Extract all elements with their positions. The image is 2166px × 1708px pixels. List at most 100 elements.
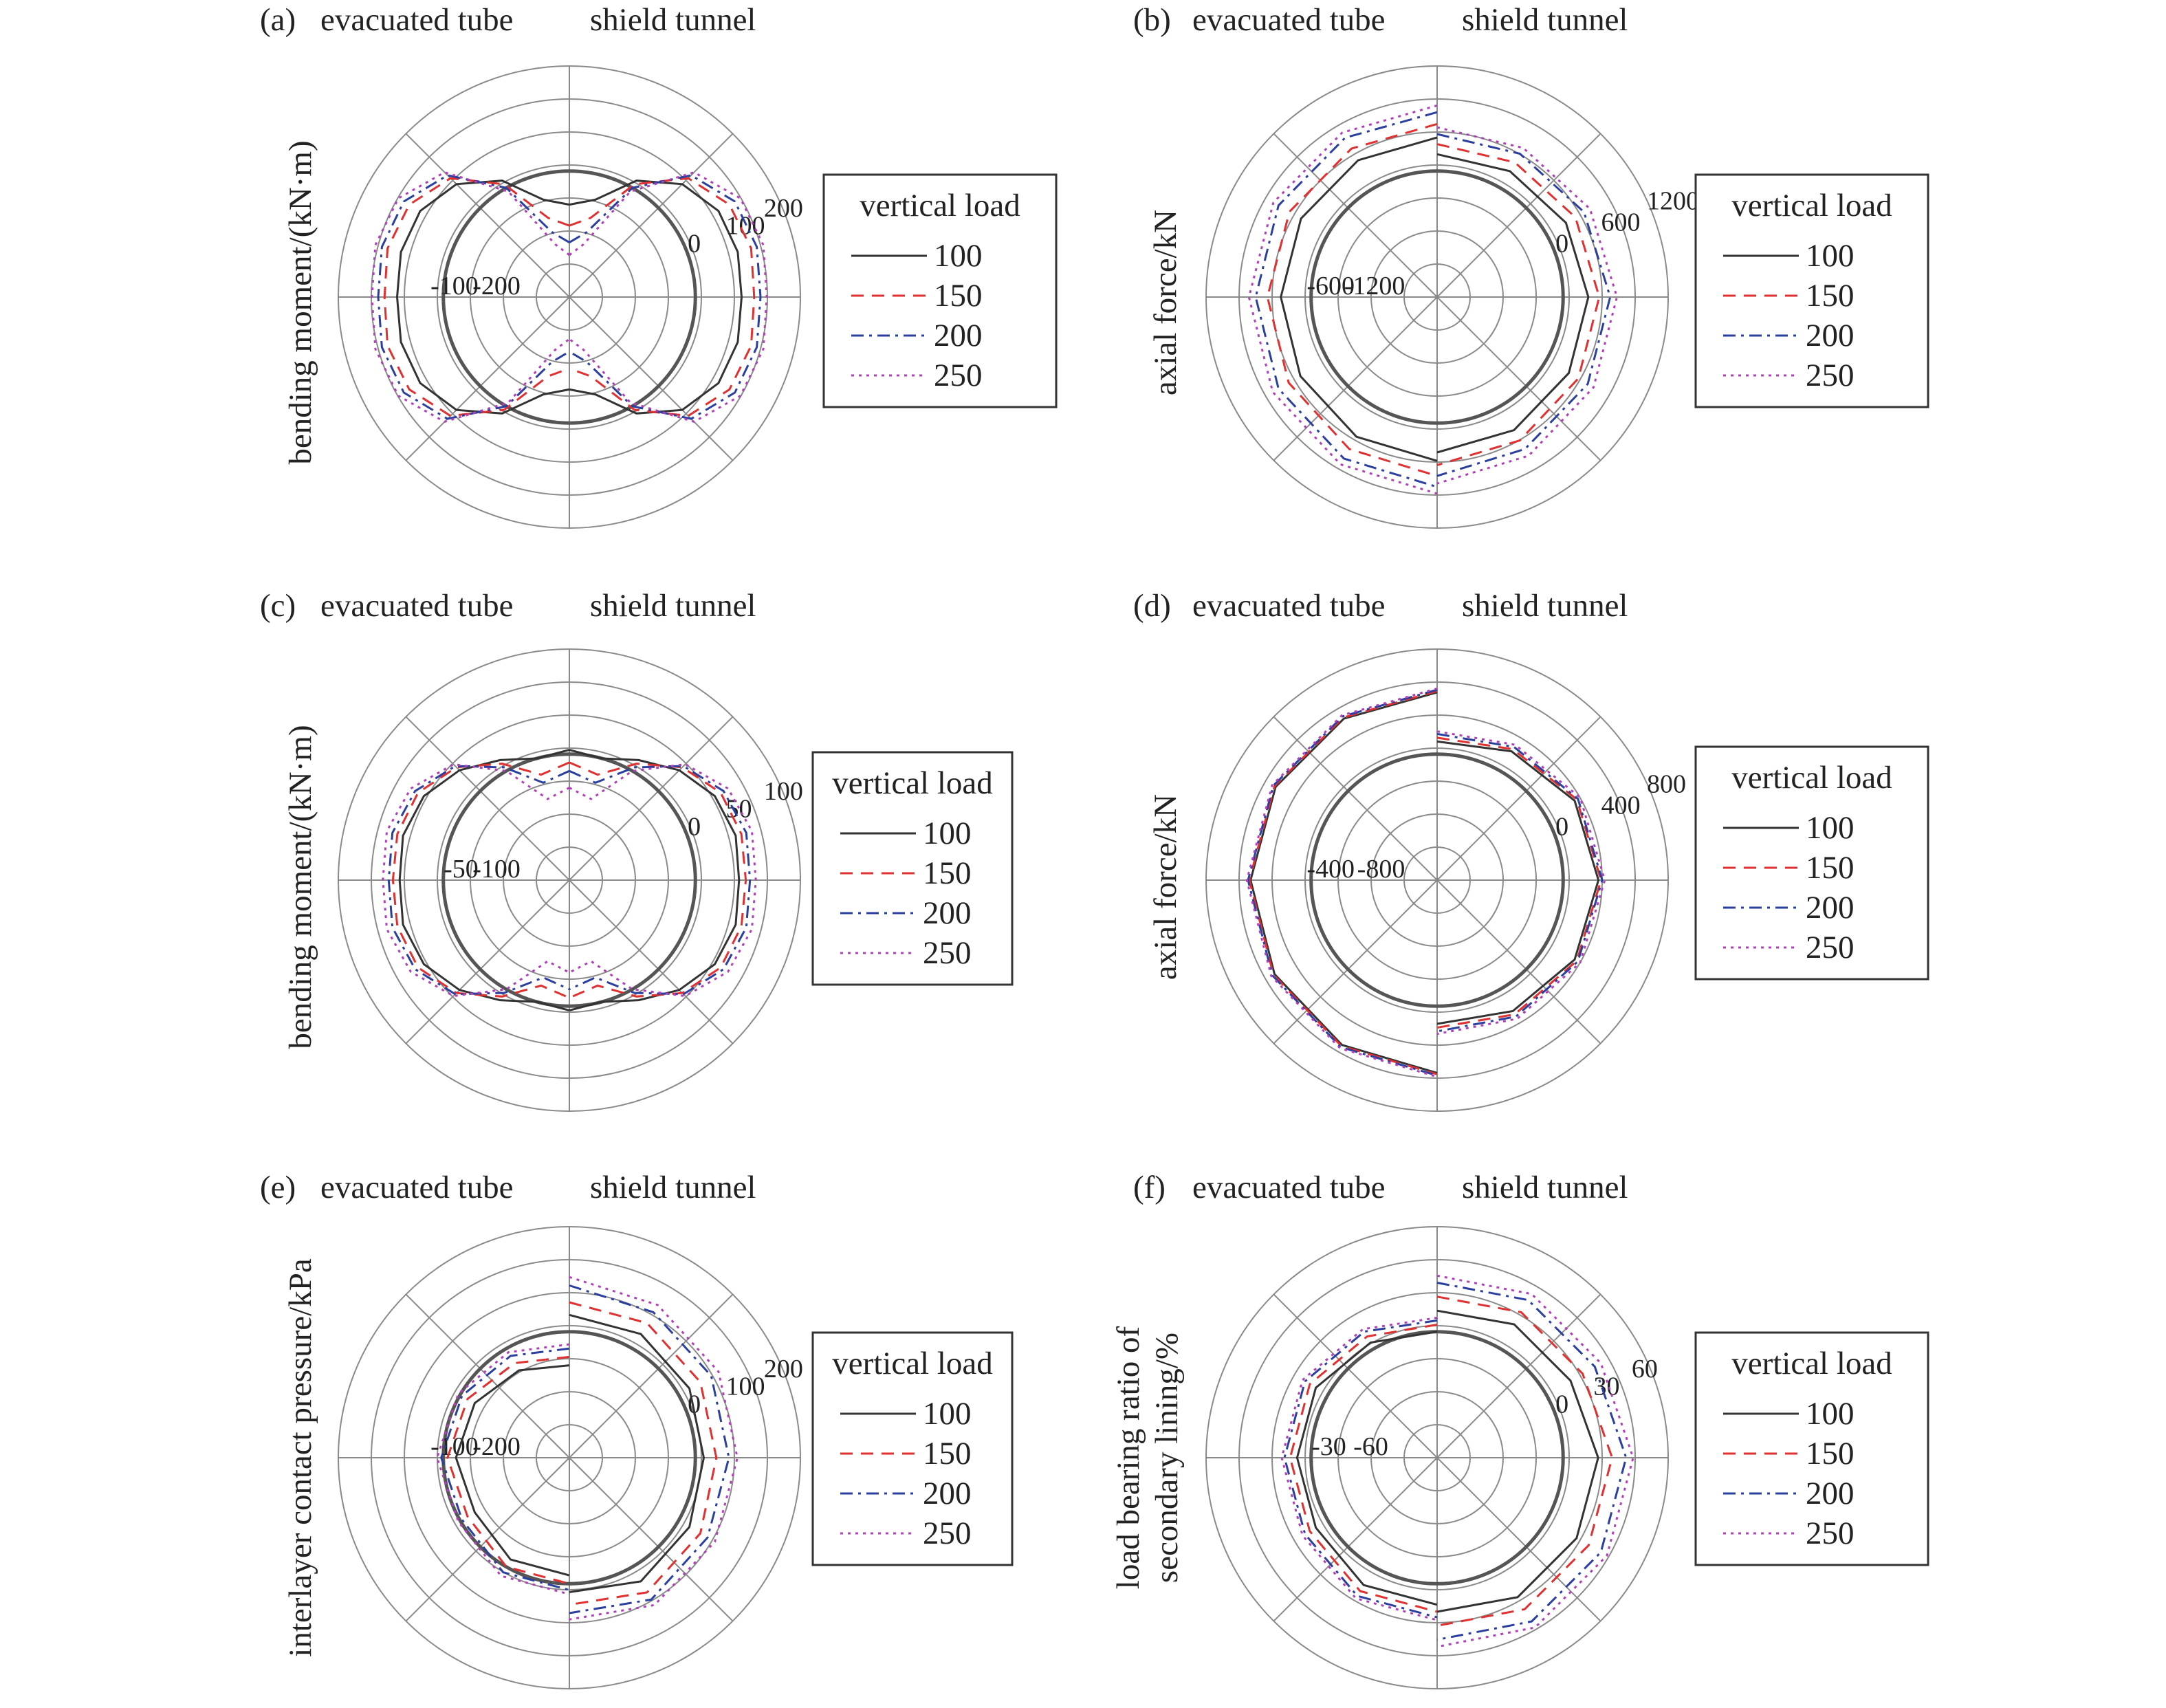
series-250-right-curve — [1436, 730, 1606, 1036]
grid-spoke — [1273, 133, 1438, 298]
series-100-right-curve — [569, 1313, 705, 1593]
legend-label-100: 100 — [923, 1396, 972, 1432]
series-100-left-curve — [398, 749, 570, 1011]
grid-spoke — [1436, 879, 1601, 1044]
series-100-left-curve — [1280, 136, 1438, 462]
panel-d-ylabel: axial force/kN — [1148, 794, 1183, 980]
panel-d-left-side-label: evacuated tube — [1192, 588, 1386, 624]
grid-spoke — [405, 716, 570, 881]
series-150-right-curve — [1436, 143, 1601, 466]
panel-f-ylabel-line-2: secondary lining/% — [1149, 1333, 1185, 1583]
legend-label-250: 250 — [1806, 1515, 1855, 1551]
tick-label: -50 — [444, 855, 479, 884]
series-250-left-curve — [382, 763, 570, 998]
series-200-right-curve — [569, 1284, 730, 1614]
legend-label-200: 200 — [934, 318, 983, 353]
series-200-left-curve — [387, 765, 570, 996]
legend-label-150: 150 — [934, 278, 983, 314]
series-200-left-curve — [377, 174, 570, 420]
legend-label-150: 150 — [923, 855, 972, 891]
tick-label: -800 — [1357, 855, 1405, 884]
panel-c-left-side-label: evacuated tube — [320, 588, 514, 624]
series-250-right-curve — [569, 1275, 739, 1621]
panel-c-ylabel: bending moment/(kN·m) — [283, 725, 318, 1049]
panel-f-left-side-label: evacuated tube — [1192, 1170, 1386, 1205]
panel-a-label: (a) — [260, 2, 296, 38]
panel-b-left-side-label: evacuated tube — [1192, 2, 1386, 38]
panel-e-left-side-label: evacuated tube — [320, 1170, 514, 1205]
panel-f-ylabel-line-1: load bearing ratio of — [1111, 1326, 1146, 1589]
tick-label: -1200 — [1344, 272, 1405, 300]
grid-spoke — [569, 1457, 734, 1622]
tick-label: 200 — [764, 1355, 803, 1383]
grid-spoke — [405, 1457, 570, 1622]
series-150-right-curve — [569, 761, 747, 999]
grid-spoke — [569, 879, 734, 1044]
legend-label-250: 250 — [923, 935, 972, 971]
tick-label: 400 — [1601, 791, 1641, 820]
grid-spoke — [1436, 716, 1601, 881]
legend-label-100: 100 — [1806, 810, 1855, 846]
zero-ring — [1309, 752, 1565, 1008]
grid-spoke — [1273, 1457, 1438, 1622]
series-100-right-curve — [569, 179, 743, 415]
legend-title: vertical load — [1731, 188, 1892, 223]
tick-label: 0 — [1555, 230, 1568, 259]
tick-label: 600 — [1601, 208, 1641, 237]
series-100-right-curve — [1436, 740, 1600, 1025]
series-250-right-curve — [569, 763, 757, 998]
grid-spoke — [569, 1293, 734, 1458]
panel-f-right-side-label: shield tunnel — [1462, 1170, 1628, 1205]
series-100-right-curve — [1436, 1309, 1599, 1613]
grid-spoke — [569, 296, 734, 461]
legend-label-250: 250 — [1806, 358, 1855, 393]
series-200-left-curve — [440, 1347, 570, 1591]
tick-label: 200 — [764, 194, 803, 223]
series-150-left-curve — [1248, 690, 1438, 1075]
series-100-left-curve — [455, 1364, 570, 1577]
tick-label: 0 — [688, 230, 701, 259]
tick-label: -100 — [430, 272, 479, 300]
legend-title: vertical load — [832, 765, 993, 801]
grid-spoke — [1436, 296, 1601, 461]
legend-label-200: 200 — [923, 895, 972, 931]
series-200-right-curve — [1436, 133, 1612, 477]
series-250-left-curve — [436, 1343, 570, 1595]
polar-panel-3: -100-50 0 50 100 vertical load 100 150 200 250 — [338, 648, 1014, 1112]
legend-label-200: 200 — [1806, 1476, 1855, 1511]
panel-b-label: (b) — [1133, 2, 1171, 38]
legend-label-250: 250 — [1806, 930, 1855, 965]
grid-spoke — [405, 296, 570, 461]
grid-spoke — [569, 133, 734, 298]
tick-label: -400 — [1306, 855, 1355, 884]
tick-label: -200 — [472, 272, 521, 300]
legend-label-150: 150 — [1806, 1436, 1855, 1471]
panel-e-label: (e) — [260, 1170, 296, 1205]
series-200-left-curve — [1247, 688, 1438, 1077]
panel-a-ylabel: bending moment/(kN·m) — [283, 140, 318, 464]
grid-spoke — [405, 879, 570, 1044]
series-250-left-curve — [1245, 687, 1438, 1078]
grid-spoke — [405, 133, 570, 298]
series-250-right-curve — [569, 171, 768, 424]
legend-box — [1694, 1331, 1929, 1566]
legend-label-100: 100 — [1806, 238, 1855, 274]
panel-d-right-side-label: shield tunnel — [1462, 588, 1628, 624]
legend-label-250: 250 — [923, 1515, 972, 1551]
grid-spoke — [1436, 133, 1601, 298]
panel-a-left-side-label: evacuated tube — [320, 2, 514, 38]
panel-f-label: (f) — [1133, 1170, 1166, 1205]
legend-label-150: 150 — [1806, 850, 1855, 886]
series-150-right-curve — [569, 1301, 718, 1606]
tick-label: -60 — [1353, 1432, 1388, 1461]
series-200-right-curve — [1436, 732, 1604, 1033]
zero-ring — [441, 169, 697, 425]
series-100-right-curve — [569, 749, 741, 1011]
legend-label-200: 200 — [1806, 318, 1855, 353]
series-150-left-curve — [446, 1355, 570, 1585]
tick-label: -200 — [472, 1432, 521, 1461]
tick-label: 50 — [725, 795, 752, 824]
